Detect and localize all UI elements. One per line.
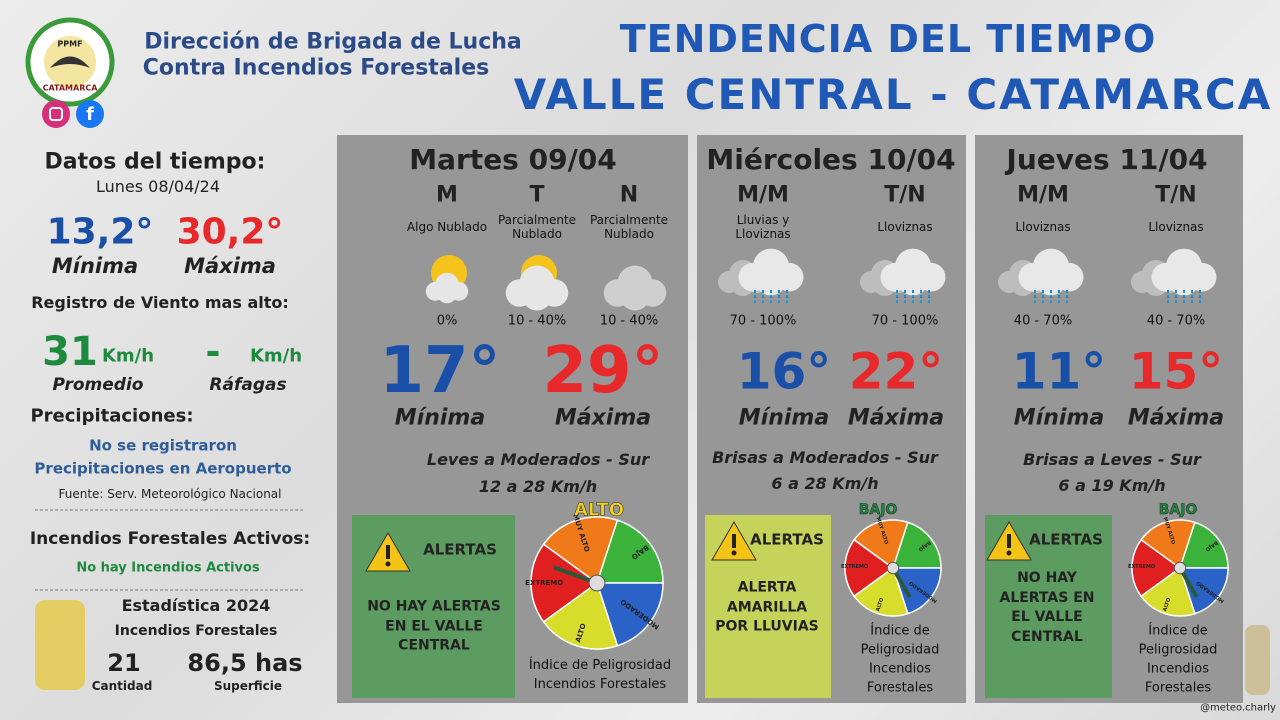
risk-level: BAJO (858, 501, 898, 519)
probability: 0% (436, 313, 458, 329)
day-title: Martes 09/04 (409, 142, 617, 176)
probability: 10 - 40% (507, 313, 567, 329)
date: Lunes 08/04/24 (95, 176, 221, 196)
subheading: Incendios Forestales (114, 622, 278, 639)
risk-level: BAJO (1158, 501, 1198, 519)
risk-label: Índice de Peligrosidad Incendios Foresta… (1138, 623, 1218, 695)
gauge-label: EXTREMO (1128, 564, 1156, 571)
sky-text: Lluvias y Lloviznas (735, 213, 791, 241)
risk-label: Índice de Peligrosidad Incendios Foresta… (860, 623, 940, 695)
sky-text: Lloviznas (1015, 220, 1071, 235)
heading: Estadística 2024 (121, 595, 271, 615)
max-temp: 29° (542, 334, 664, 409)
probability: 40 - 70% (1146, 313, 1206, 329)
period-label: M/M (737, 182, 789, 208)
alert-heading: ALERTAS (750, 530, 824, 549)
risk-label: Índice de Peligrosidad Incendios Foresta… (528, 658, 672, 692)
label: Máxima (554, 405, 652, 431)
logo-text: PPMF (57, 39, 83, 49)
day-title: Jueves 11/04 (1006, 142, 1208, 176)
unit: Km/h (101, 345, 155, 367)
wind: Brisas a Moderados - Sur (712, 447, 938, 467)
heading: Registro de Viento mas alto: (31, 292, 289, 312)
unit: Km/h (249, 345, 303, 367)
min-temp: 17° (379, 334, 501, 409)
alert-heading: ALERTAS (423, 540, 497, 559)
sky-text: Parcialmente Nublado (497, 213, 577, 241)
label: Máxima (1127, 405, 1225, 431)
label: Mínima (394, 405, 486, 431)
probability: 40 - 70% (1013, 313, 1073, 329)
source: Fuente: Serv. Meteorológico Nacional (58, 487, 282, 502)
alert-text: NO HAY ALERTAS EN EL VALLE CENTRAL (999, 569, 1095, 645)
fires-text: No hay Incendios Activos (76, 560, 260, 576)
label: Promedio (52, 375, 144, 396)
period-label: T/N (1155, 182, 1197, 208)
alert-text: ALERTA AMARILLA POR LLUVIAS (715, 579, 819, 635)
sky-text: Parcialmente Nublado (589, 213, 669, 241)
org-name: Dirección de Brigada de Lucha (144, 29, 522, 55)
probability: 70 - 100% (729, 313, 797, 329)
title: TENDENCIA DEL TIEMPO (619, 17, 1157, 62)
min-temp: 16° (736, 342, 832, 401)
label: Ráfagas (209, 375, 287, 396)
period-label: M/M (1017, 182, 1069, 208)
sky-text: Algo Nublado (406, 220, 488, 235)
period-label: T (529, 182, 545, 208)
wind-speed: 6 a 19 Km/h (1058, 475, 1166, 495)
period-label: N (619, 182, 639, 208)
day-title: Miércoles 10/04 (706, 142, 956, 176)
area: 86,5 has (187, 649, 303, 678)
alert-box (352, 515, 515, 698)
precip-text: Precipitaciones en Aeropuerto (34, 459, 292, 478)
label: Máxima (847, 405, 945, 431)
org-name: Contra Incendios Forestales (142, 55, 490, 81)
precip-text: No se registraron (89, 436, 237, 455)
period-label: T/N (884, 182, 926, 208)
probability: 70 - 100% (871, 313, 939, 329)
label: Mínima (51, 253, 139, 278)
label: Cantidad (91, 679, 153, 694)
max-temp: 22° (848, 342, 944, 401)
gauge-label: EXTREMO (841, 564, 869, 571)
wind-speed: 12 a 28 Km/h (478, 476, 598, 496)
wind-speed: 6 a 28 Km/h (771, 473, 879, 493)
wind: Leves a Moderados - Sur (426, 449, 650, 469)
min-temp: 13,2° (46, 211, 154, 253)
title: VALLE CENTRAL - CATAMARCA (513, 69, 1273, 119)
heading: Incendios Forestales Activos: (29, 529, 311, 550)
credit: @meteo.charly (1200, 702, 1276, 714)
sky-text: Lloviznas (1148, 220, 1204, 235)
label: Máxima (184, 253, 276, 278)
min-temp: 11° (1011, 342, 1107, 401)
alert-text: NO HAY ALERTAS EN EL VALLE CENTRAL (367, 598, 501, 654)
max-temp: 15° (1128, 342, 1224, 401)
count: 21 (107, 649, 141, 678)
svg-text:f: f (86, 104, 94, 125)
heading: Datos del tiempo: (44, 149, 266, 175)
label: Mínima (1013, 405, 1105, 431)
label: Superficie (213, 679, 283, 694)
wind-avg: 31 (42, 329, 98, 375)
max-temp: 30,2° (176, 211, 284, 253)
logo-text: CATAMARCA (42, 83, 98, 93)
period-label: M (436, 182, 458, 208)
wind: Brisas a Leves - Sur (1023, 449, 1201, 469)
sky-text: Lloviznas (877, 220, 933, 235)
alert-heading: ALERTAS (1029, 530, 1103, 549)
gust: - (205, 331, 221, 373)
probability: 10 - 40% (599, 313, 659, 329)
heading: Precipitaciones: (30, 405, 194, 427)
risk-level: ALTO (573, 499, 625, 521)
gauge-label: EXTREMO (525, 578, 564, 587)
label: Mínima (738, 405, 830, 431)
